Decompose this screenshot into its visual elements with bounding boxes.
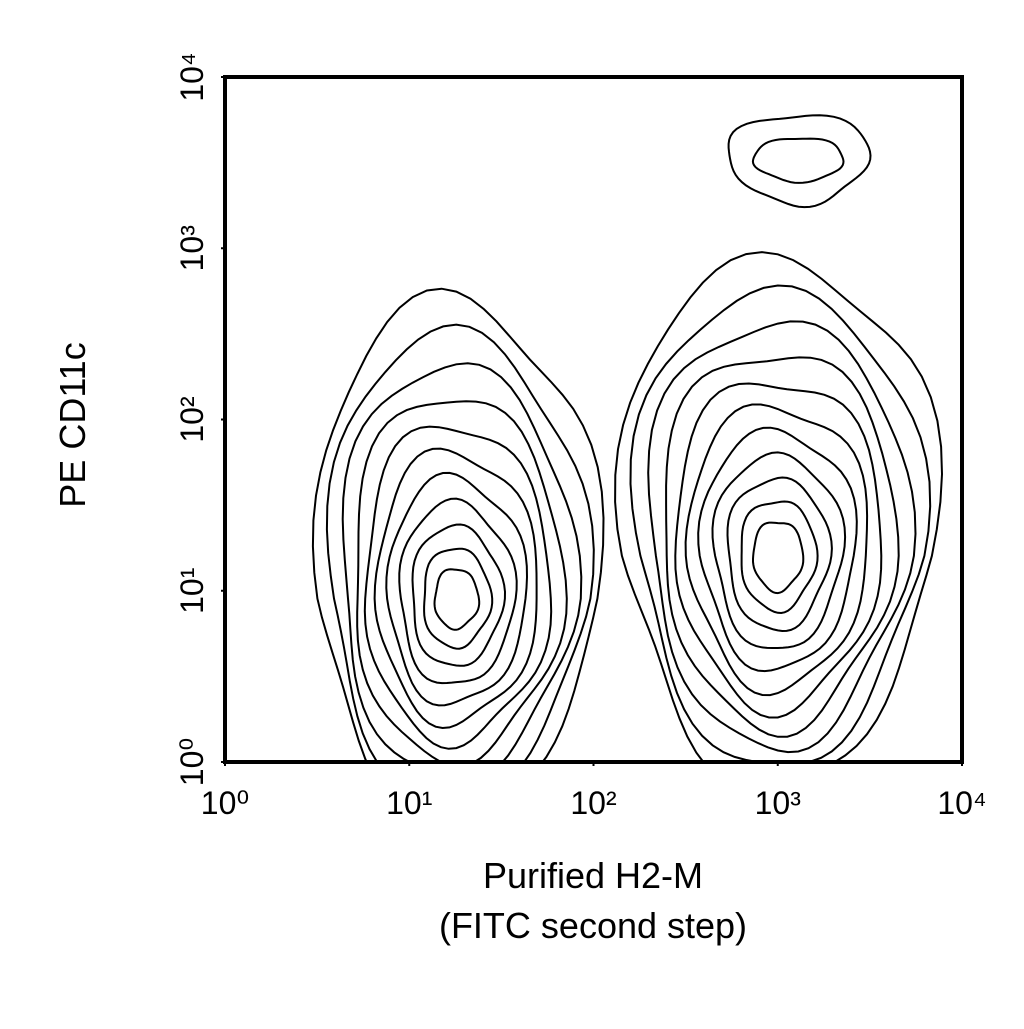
contour-line: [341, 362, 583, 762]
contour-group: [311, 114, 944, 762]
contour-line: [385, 471, 529, 707]
y-tick-label: 10³: [174, 225, 210, 272]
contour-line: [398, 497, 518, 685]
contour-line: [433, 568, 481, 631]
contour-line: [647, 320, 917, 754]
x-tick-label: 10²: [570, 785, 617, 821]
x-tick-label: 10⁴: [937, 785, 986, 821]
contour-line: [665, 356, 900, 738]
x-tick-label: 10⁰: [201, 785, 249, 821]
contour-line: [325, 323, 595, 762]
contour-line: [726, 476, 833, 633]
contour-line: [711, 451, 847, 649]
y-tick-label: 10⁴: [174, 52, 210, 101]
x-tick-label: 10³: [755, 785, 802, 821]
y-tick-label: 10¹: [174, 568, 210, 614]
contour-line: [373, 447, 538, 730]
y-tick-label: 10⁰: [174, 738, 210, 786]
contour-line: [752, 521, 805, 595]
contour-line: [684, 403, 869, 697]
contour-line: [740, 500, 819, 615]
contour-line: [363, 425, 553, 750]
y-axis-label: PE CD11c: [52, 342, 93, 507]
contour-line: [311, 287, 605, 762]
contour-line: [614, 251, 944, 762]
x-tick-label: 10¹: [386, 785, 432, 821]
x-axis-label: (FITC second step): [439, 905, 747, 946]
contour-line: [411, 523, 507, 667]
contour-line: [674, 382, 883, 719]
contour-line: [697, 426, 858, 673]
x-axis-label: Purified H2-M: [483, 855, 703, 896]
contour-line: [629, 284, 932, 762]
contour-line: [727, 114, 872, 209]
contour-line: [423, 547, 494, 650]
contour-line: [751, 137, 845, 184]
y-tick-label: 10²: [174, 396, 210, 443]
contour-line: [356, 400, 568, 762]
